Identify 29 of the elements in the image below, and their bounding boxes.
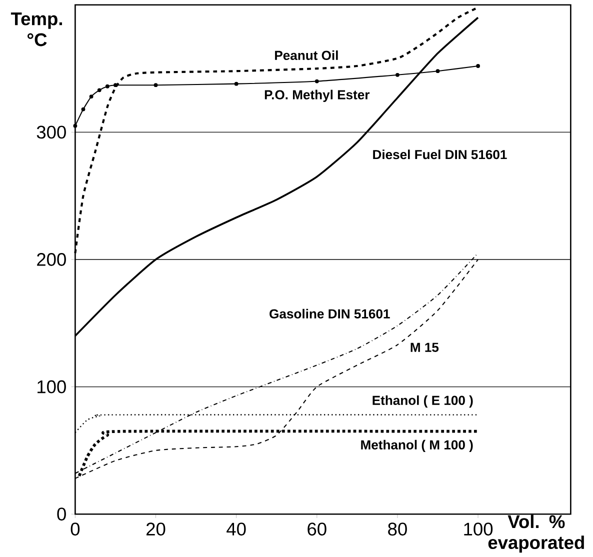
point <box>89 94 94 99</box>
series-label: Ethanol ( E 100 ) <box>372 395 473 408</box>
y-tick-label: 0 <box>57 508 66 521</box>
point <box>97 88 102 92</box>
point <box>105 84 110 88</box>
point <box>436 69 440 74</box>
series-label: Methanol ( M 100 ) <box>361 440 473 452</box>
y-tick-label: 200 <box>37 253 66 266</box>
point <box>476 64 480 68</box>
point <box>234 82 238 86</box>
y-tick-label: 100 <box>38 380 66 394</box>
point <box>154 83 158 88</box>
x-tick-label: 40 <box>226 522 246 536</box>
y-tick-label: 300 <box>36 126 66 139</box>
series-label: Gasoline DIN 51601 <box>270 308 390 318</box>
point <box>114 83 118 88</box>
point <box>314 79 319 84</box>
point <box>73 124 78 128</box>
point <box>396 72 400 77</box>
x-tick-label: 60 <box>308 522 326 536</box>
x-tick-label: 80 <box>388 522 407 536</box>
series-label: Diesel Fuel DIN 51601 <box>373 150 507 160</box>
series-label: Peanut Oil <box>275 50 338 60</box>
series-label: P.O. Methyl Ester <box>264 90 370 102</box>
y-axis-title: Temp. °C <box>10 12 62 46</box>
point <box>81 107 86 112</box>
x-tick-label: 0 <box>70 522 80 536</box>
x-tick-label: 20 <box>146 522 166 536</box>
series-label: M 15 <box>410 342 439 352</box>
